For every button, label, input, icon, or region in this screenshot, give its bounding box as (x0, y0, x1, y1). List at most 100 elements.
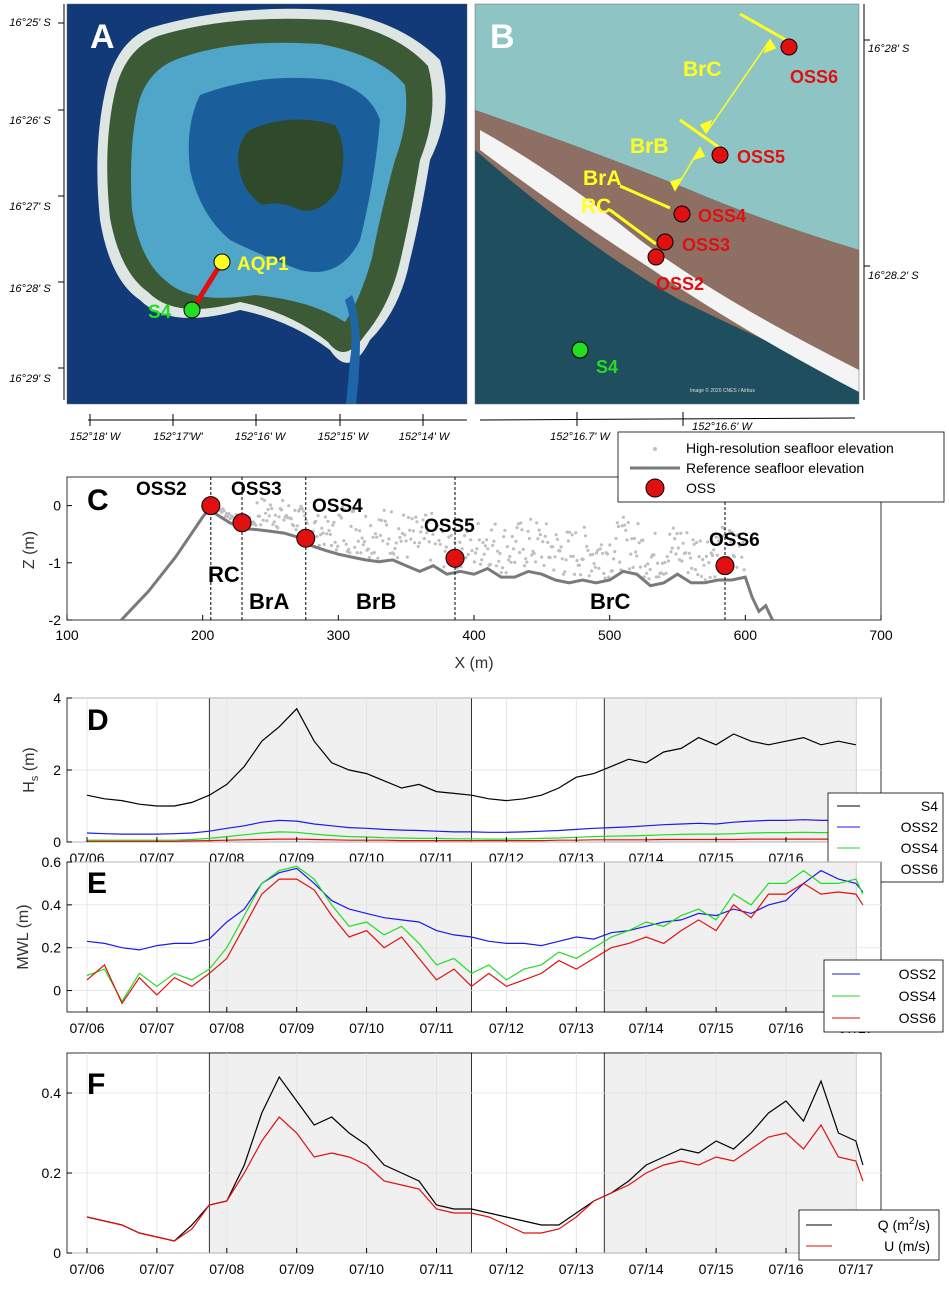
high-res-point (544, 522, 549, 526)
high-res-point (393, 546, 397, 551)
oss-marker-oss6 (715, 556, 735, 576)
high-res-point (663, 560, 667, 565)
high-res-point (559, 545, 563, 549)
high-res-point (266, 507, 270, 512)
high-res-point (515, 526, 519, 530)
high-res-point (630, 537, 634, 541)
high-res-point (317, 543, 321, 547)
high-res-point (596, 548, 600, 552)
high-res-point (701, 557, 705, 562)
high-res-point (695, 540, 699, 545)
panel-e-series (86, 865, 864, 1005)
panel-d-grid (67, 697, 881, 843)
high-res-point (223, 514, 227, 519)
high-res-point (289, 517, 293, 521)
x-tick-label: 07/06 (69, 1261, 104, 1277)
high-res-point (498, 551, 502, 556)
series-line (87, 831, 856, 841)
high-res-point (351, 509, 356, 513)
high-res-point (257, 514, 262, 518)
high-res-point (587, 574, 591, 578)
x-tick-label: 07/16 (768, 1020, 803, 1036)
high-res-point (652, 553, 656, 557)
svg-text:152°17'W': 152°17'W' (153, 431, 203, 443)
high-res-point (445, 518, 450, 522)
high-res-point (475, 547, 479, 551)
high-res-point (507, 558, 511, 562)
shaded-period (208, 1052, 472, 1254)
high-res-point (470, 549, 474, 553)
high-res-point (709, 551, 713, 555)
x-tick-label: 200 (191, 627, 215, 643)
svg-text:152°16' W: 152°16' W (235, 431, 287, 443)
panel-c-xlabel: X (m) (454, 655, 493, 672)
high-res-point (486, 547, 490, 551)
high-res-point (516, 522, 521, 526)
x-tick-label: 07/14 (629, 1261, 664, 1277)
high-res-point (645, 571, 649, 575)
high-res-point (662, 572, 666, 576)
transect-line (189, 260, 225, 312)
high-res-point (270, 506, 274, 511)
high-res-point (629, 552, 633, 556)
high-res-point (740, 555, 744, 559)
high-res-point (315, 534, 319, 539)
high-res-point (276, 526, 280, 530)
station-labels-b: OSS6 OSS5 OSS4 OSS3 OSS2 S4 (596, 67, 838, 377)
high-res-point (415, 520, 419, 524)
zone-boundaries (210, 477, 726, 620)
high-res-point (402, 513, 406, 517)
x-tick-label: 07/08 (209, 1020, 244, 1036)
high-res-point (426, 520, 430, 524)
panel-e: E 00.20.40.6 07/06 07/07 07/08 07/09 07/10 07… (15, 854, 944, 1036)
high-res-point (660, 561, 665, 565)
high-res-point (502, 535, 506, 539)
high-res-point (328, 532, 332, 537)
high-res-point (543, 534, 547, 538)
panel-d-letter: D (87, 704, 109, 737)
high-res-point (428, 558, 433, 562)
high-res-point (403, 533, 407, 537)
x-tick-label: 07/12 (489, 1261, 524, 1277)
high-res-point (389, 510, 393, 514)
high-res-point (653, 531, 657, 535)
high-res-point (220, 510, 224, 514)
high-res-point (707, 561, 711, 565)
high-res-point (408, 528, 412, 532)
high-res-point (333, 540, 337, 544)
high-res-point (485, 538, 489, 542)
panel-b-lon-axis: 152°16.7' W 152°16.6' W (550, 412, 753, 443)
series-line (87, 838, 856, 842)
high-res-point (704, 554, 709, 559)
high-res-point (397, 527, 401, 531)
high-res-point (378, 533, 382, 538)
high-res-point (492, 539, 496, 543)
high-res-point (463, 534, 467, 538)
high-res-point (334, 548, 338, 552)
high-res-point (560, 557, 564, 561)
high-res-point (621, 515, 626, 519)
oss-markers (201, 496, 735, 576)
high-res-point (254, 523, 258, 528)
high-res-point (438, 542, 442, 546)
high-res-point (332, 520, 336, 525)
high-res-point (503, 528, 507, 533)
high-res-point (320, 526, 324, 530)
series-line (86, 819, 856, 835)
high-res-point (294, 528, 298, 532)
high-res-point (681, 541, 685, 545)
high-res-point (420, 525, 424, 529)
y-tick-label: 0.4 (42, 897, 62, 913)
y-tick-label: 0.2 (42, 940, 62, 956)
high-res-point (511, 547, 516, 551)
high-res-point (325, 532, 329, 536)
high-res-point (476, 522, 480, 526)
high-res-point (659, 571, 663, 575)
high-res-point (419, 530, 423, 534)
oss-marker-oss2 (201, 496, 221, 516)
high-res-point (624, 528, 628, 533)
high-res-point (265, 519, 269, 523)
high-res-point (730, 530, 734, 535)
high-res-point (603, 576, 607, 580)
y-tick-label: 0.4 (42, 1085, 62, 1101)
